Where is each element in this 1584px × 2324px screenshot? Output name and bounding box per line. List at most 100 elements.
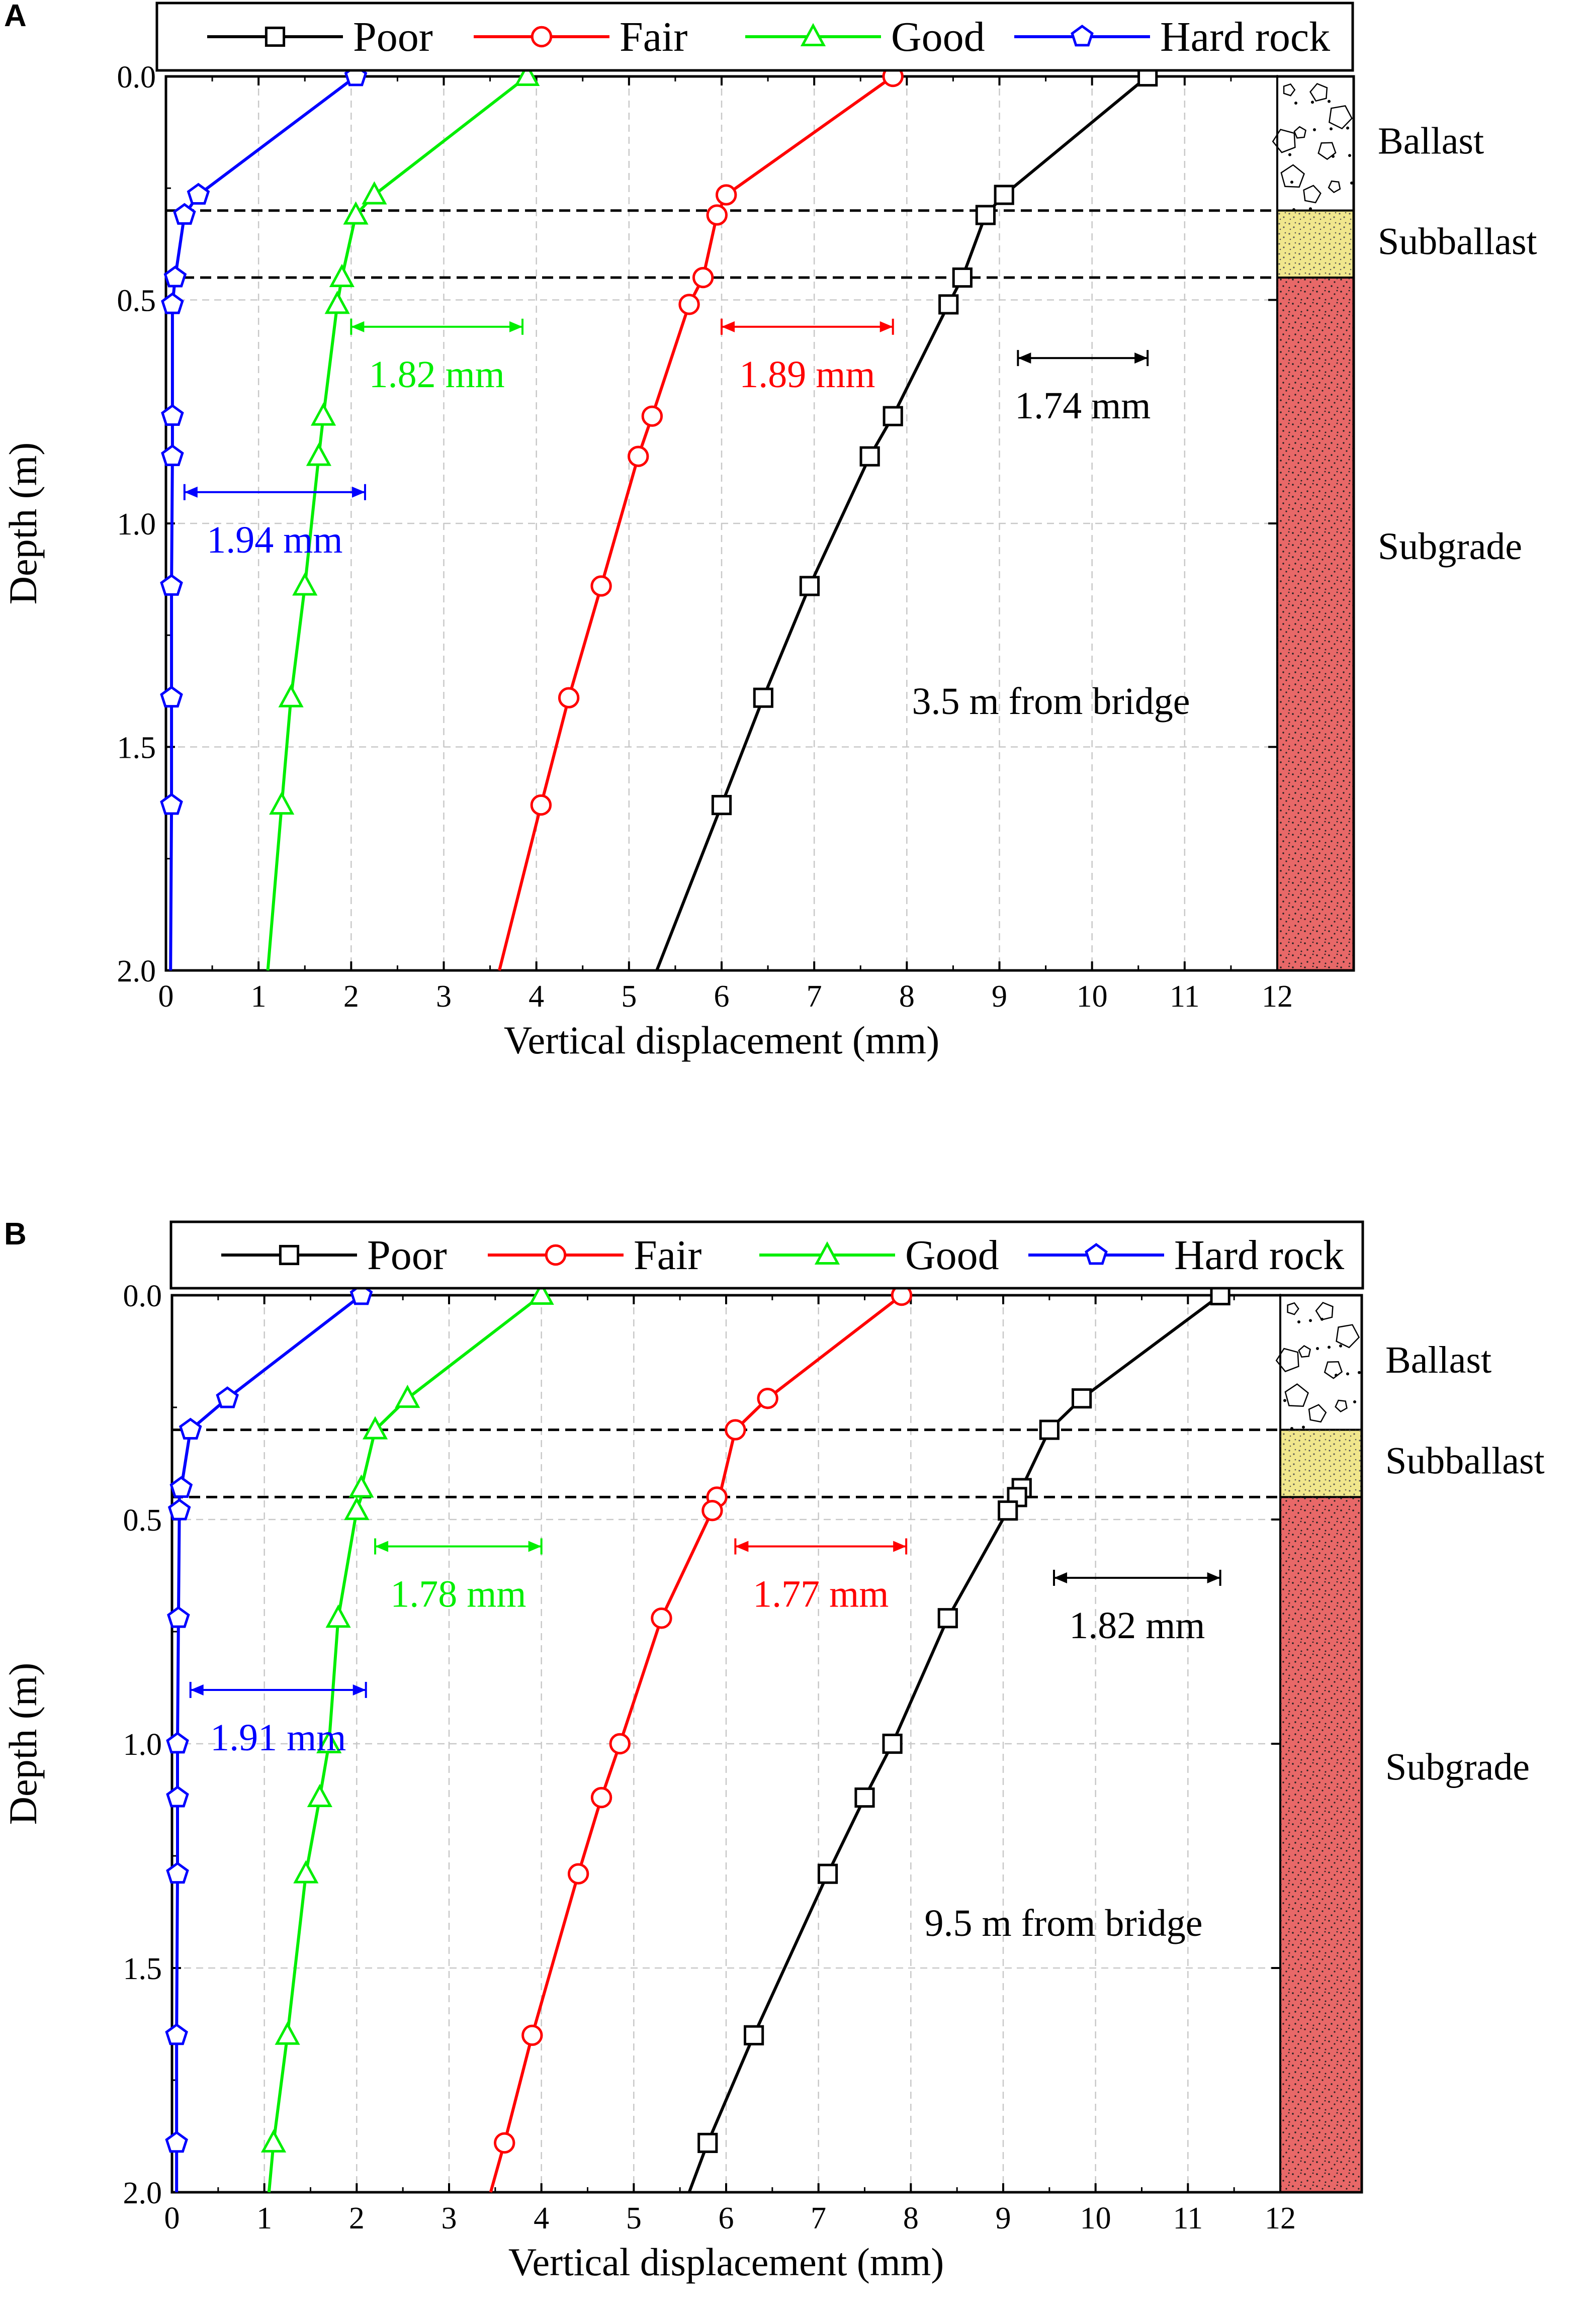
- arrowhead: [509, 321, 523, 332]
- x-tick-label: 9: [996, 2201, 1011, 2236]
- data-point: [725, 1419, 746, 1441]
- legend-item: Poor: [207, 14, 433, 60]
- ballast-grain: [1328, 1346, 1331, 1349]
- x-tick-label: 10: [1077, 979, 1108, 1014]
- data-point: [854, 1787, 875, 1808]
- ballast-grain: [1309, 1319, 1312, 1322]
- ballast-grain: [1335, 1374, 1338, 1377]
- data-point: [348, 1474, 374, 1498]
- data-point: [278, 684, 304, 707]
- arrowhead: [351, 486, 365, 498]
- data-point: [160, 574, 183, 596]
- legend-marker: [531, 26, 553, 48]
- dimension-arrow: 1.89 mm: [721, 318, 894, 396]
- layer-label: Subgrade: [1378, 525, 1522, 568]
- data-point: [558, 687, 580, 708]
- grid: [172, 1295, 1280, 2192]
- ballast-stone: [1317, 142, 1337, 160]
- data-point: [716, 184, 737, 206]
- ballast-stone: [1287, 1302, 1299, 1315]
- legend-label: Poor: [367, 1232, 447, 1279]
- subgrade-texture: [1277, 278, 1354, 970]
- dimension-arrow: 1.77 mm: [734, 1538, 908, 1616]
- arrowhead: [351, 321, 365, 332]
- data-point: [167, 1498, 191, 1521]
- ballast-stone: [1336, 1324, 1360, 1349]
- ballast-grain: [1358, 1371, 1361, 1374]
- dimension-label: 1.82 mm: [1069, 1604, 1205, 1647]
- data-point: [167, 1606, 190, 1628]
- ballast-stone: [1303, 185, 1322, 204]
- arrowhead: [879, 321, 893, 332]
- arrowhead: [528, 1541, 542, 1552]
- x-tick-label: 12: [1265, 2201, 1296, 2236]
- dimension-arrow: 1.82 mm: [1053, 1569, 1221, 1647]
- legend-item: Good: [759, 1232, 999, 1279]
- ballast-stone: [1293, 126, 1307, 139]
- soil-layer-ballast: [1276, 75, 1355, 212]
- x-axis-label: Vertical displacement (mm): [504, 1018, 939, 1062]
- arrowhead: [1054, 1572, 1068, 1583]
- data-point: [165, 2023, 188, 2045]
- legend-marker: [265, 26, 286, 47]
- dimension-label: 1.74 mm: [1015, 385, 1151, 427]
- data-point: [163, 265, 187, 288]
- data-point: [324, 291, 350, 314]
- dimension-label: 1.77 mm: [753, 1573, 889, 1616]
- layer-label: Subgrade: [1385, 1746, 1530, 1788]
- x-tick-label: 5: [626, 2201, 642, 2236]
- data-point: [161, 404, 184, 426]
- data-point: [757, 1387, 778, 1409]
- grid: [166, 76, 1277, 970]
- arrowhead: [375, 1541, 389, 1552]
- data-point: [590, 575, 612, 597]
- data-point: [307, 1783, 332, 1808]
- data-point: [883, 406, 903, 426]
- arrowhead: [735, 1541, 749, 1552]
- x-tick-label: 7: [807, 979, 822, 1014]
- series-fair: [489, 1284, 913, 2193]
- ballast-grain: [1311, 101, 1314, 104]
- data-point: [609, 1733, 631, 1755]
- data-point: [975, 205, 996, 225]
- y-axis-label: Depth (m): [1, 1663, 45, 1825]
- x-tick-label: 11: [1173, 2201, 1203, 2236]
- ballast-grain: [1302, 1425, 1305, 1429]
- data-point: [706, 204, 728, 226]
- ballast-grain: [1328, 100, 1331, 103]
- axes: 0 1 2 3 4 5 6 7 8 9 10 11 120.00.51.01.52.0Vertical …: [1, 60, 1293, 1062]
- data-point: [166, 1861, 189, 1884]
- axes: 0 1 2 3 4 5 6 7 8 9 10 11 120.00.51.01.52.0Vertical …: [1, 1279, 1296, 2284]
- data-point: [329, 263, 355, 288]
- x-tick-label: 2: [343, 979, 359, 1014]
- legend-label: Hard rock: [1174, 1232, 1344, 1279]
- panel-letter: B: [4, 1217, 27, 1252]
- data-point: [590, 1786, 612, 1809]
- data-point: [859, 446, 880, 467]
- series-hard-rock: [165, 1283, 373, 2192]
- x-tick-label: 12: [1262, 979, 1293, 1014]
- series-poor: [687, 1285, 1230, 2193]
- dimension-label: 1.89 mm: [739, 353, 875, 396]
- x-tick-label: 9: [992, 979, 1007, 1014]
- y-tick-label: 0.0: [123, 1279, 162, 1313]
- ballast-grain: [1316, 1347, 1319, 1350]
- data-point: [628, 445, 649, 467]
- layer-label: Ballast: [1385, 1339, 1491, 1381]
- ballast-grain: [1297, 1320, 1300, 1323]
- legend-label: Good: [891, 14, 985, 60]
- data-point: [711, 794, 732, 816]
- data-point: [343, 201, 369, 225]
- data-point: [166, 1785, 189, 1808]
- ballast-stone: [1329, 105, 1353, 130]
- legend: Poor Fair Good Hard rock: [155, 2, 1354, 72]
- ballast-grain: [1348, 154, 1351, 157]
- data-point: [310, 402, 336, 426]
- data-point: [179, 1417, 202, 1440]
- dimension-arrow: 1.94 mm: [183, 484, 366, 561]
- data-point: [529, 1281, 554, 1305]
- dimension-arrow: 1.91 mm: [189, 1681, 367, 1759]
- x-tick-label: 2: [349, 2201, 365, 2236]
